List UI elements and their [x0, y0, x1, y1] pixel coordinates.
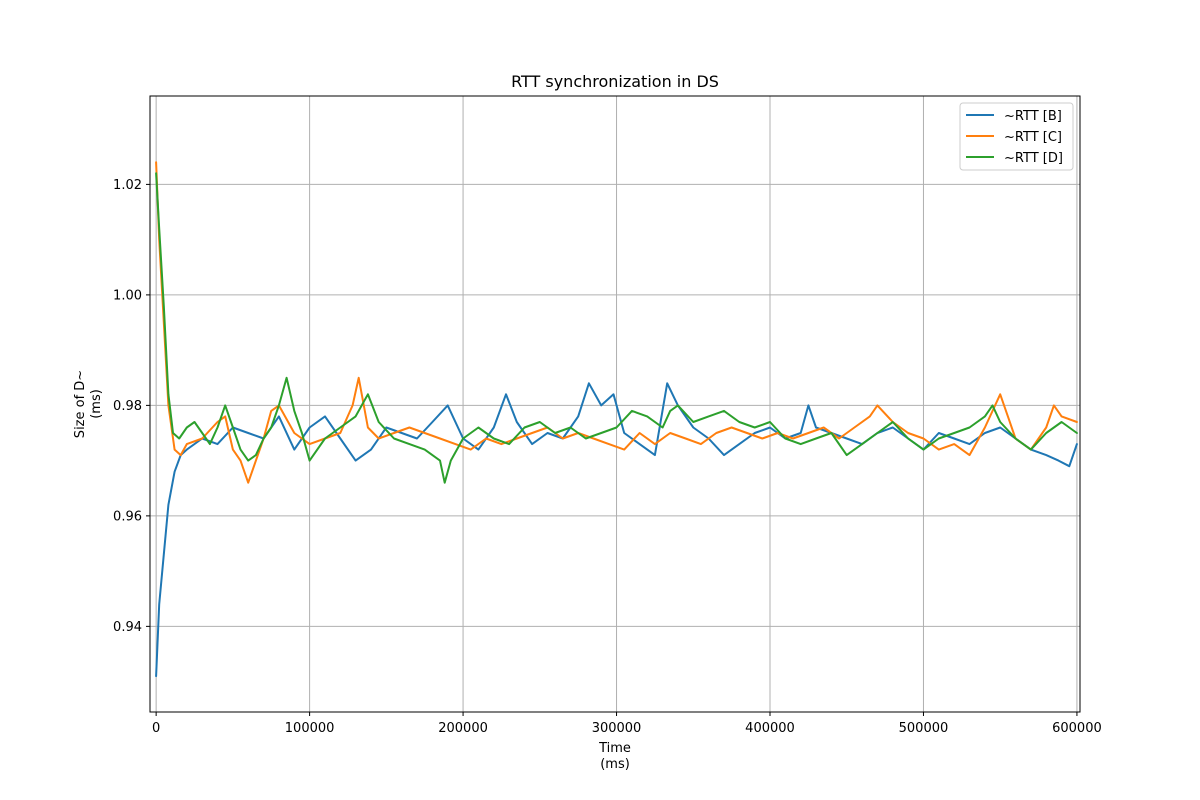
grid	[150, 96, 1080, 712]
y-axis-title-line-2: (ms)	[89, 389, 104, 419]
x-tick-label: 300000	[592, 721, 642, 736]
y-tick-label: 0.98	[113, 399, 142, 414]
x-tick-label: 600000	[1052, 721, 1102, 736]
legend-label-c: ~RTT [C]	[1004, 130, 1062, 145]
y-tick-label: 1.00	[113, 288, 142, 303]
x-tick-label: 0	[152, 721, 160, 736]
x-axis-title-line-1: Time	[598, 741, 631, 756]
x-tick-label: 200000	[438, 721, 488, 736]
x-axis: 0 100000 200000 300000 400000 500000 600000	[152, 712, 1102, 736]
series-line-d	[155, 172, 1078, 484]
legend-box	[959, 102, 1074, 171]
x-tick-label: 400000	[745, 721, 795, 736]
y-tick-label: 1.02	[113, 178, 142, 193]
plot-area	[155, 161, 1078, 678]
chart-title: RTT synchronization in DS	[511, 72, 719, 91]
y-axis: 0.94 0.96 0.98 1.00 1.02	[113, 178, 150, 635]
series-line-c	[155, 161, 1078, 484]
legend-label-b: ~RTT [B]	[1004, 109, 1062, 124]
x-axis-title-line-2: (ms)	[600, 757, 630, 772]
y-tick-label: 0.94	[113, 620, 142, 635]
axes-frame	[149, 95, 1081, 713]
y-tick-label: 0.96	[113, 509, 142, 524]
legend: ~RTT [B] ~RTT [C] ~RTT [D]	[959, 102, 1074, 171]
x-tick-label: 100000	[285, 721, 335, 736]
series-layer	[155, 161, 1078, 678]
x-tick-label: 500000	[899, 721, 949, 736]
legend-label-d: ~RTT [D]	[1004, 151, 1063, 166]
y-axis-title-line-1: Size of D~	[73, 370, 88, 438]
